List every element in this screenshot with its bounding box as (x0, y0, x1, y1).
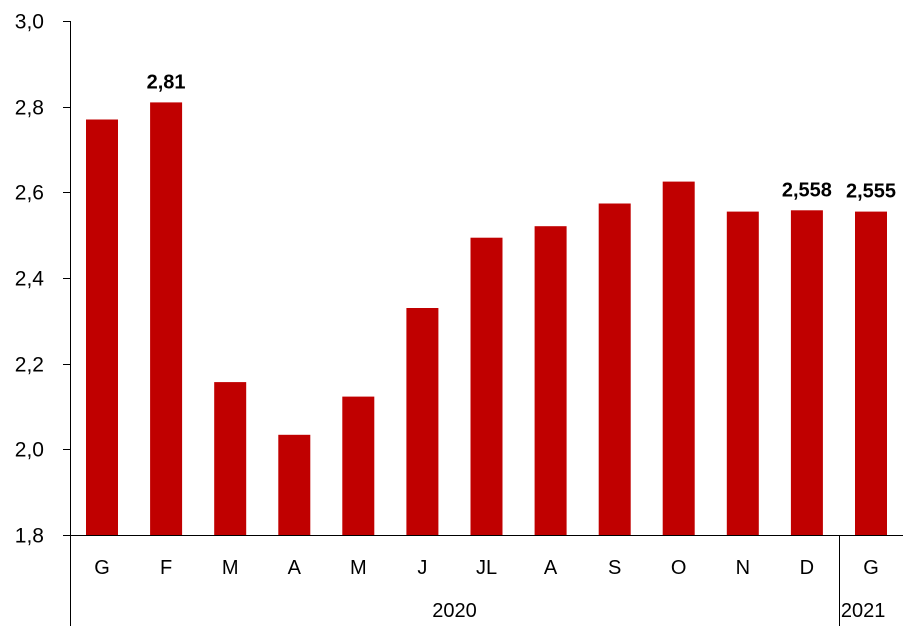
x-category-label-5: J (417, 557, 427, 579)
bar-4 (342, 396, 375, 535)
y-tick-label-6: 3,0 (15, 11, 44, 34)
x-category-label-11: D (800, 557, 814, 579)
y-tick-label-2: 2,2 (15, 354, 44, 377)
bar-12 (855, 211, 887, 535)
bar-2 (214, 382, 247, 535)
x-category-label-10: N (736, 557, 750, 579)
x-category-label-0: G (94, 557, 110, 579)
x-category-label-3: A (288, 557, 302, 579)
bar-1 (150, 102, 183, 536)
x-category-label-8: S (608, 557, 621, 579)
x-category-label-9: O (671, 557, 687, 579)
bar-7 (534, 226, 567, 535)
x-category-label-2: M (222, 557, 239, 579)
x-category-label-1: F (160, 557, 172, 579)
bar-5 (406, 308, 439, 535)
x-group-label-0: 2020 (432, 600, 477, 622)
y-tick-label-4: 2,6 (15, 182, 44, 205)
bar-10 (726, 211, 759, 535)
bar-3 (278, 434, 311, 535)
y-tick-label-1: 2,0 (15, 439, 44, 462)
bar-0 (86, 119, 118, 535)
x-category-label-7: A (544, 557, 558, 579)
bar-6 (470, 237, 503, 535)
labels-group: 1,8 2,0 2,2 2,4 2,6 2,8 3,0 G F M A M J JL A S O N D G 2020 2… (15, 11, 896, 623)
y-tick-label-5: 2,8 (15, 97, 44, 120)
x-category-label-12: G (863, 557, 879, 579)
y-tick-label-3: 2,4 (15, 268, 45, 291)
bar-8 (598, 203, 631, 535)
x-category-label-4: M (350, 557, 367, 579)
bar-11 (790, 210, 823, 536)
data-label-0: 2,81 (147, 71, 186, 93)
x-group-label-1: 2021 (841, 600, 886, 622)
data-label-2: 2,555 (846, 181, 896, 203)
bars-group (86, 102, 887, 536)
y-tick-label-0: 1,8 (15, 525, 44, 548)
data-label-1: 2,558 (782, 179, 832, 201)
axes-group (63, 21, 903, 626)
x-category-label-6: JL (476, 557, 497, 579)
bar-9 (662, 181, 695, 535)
